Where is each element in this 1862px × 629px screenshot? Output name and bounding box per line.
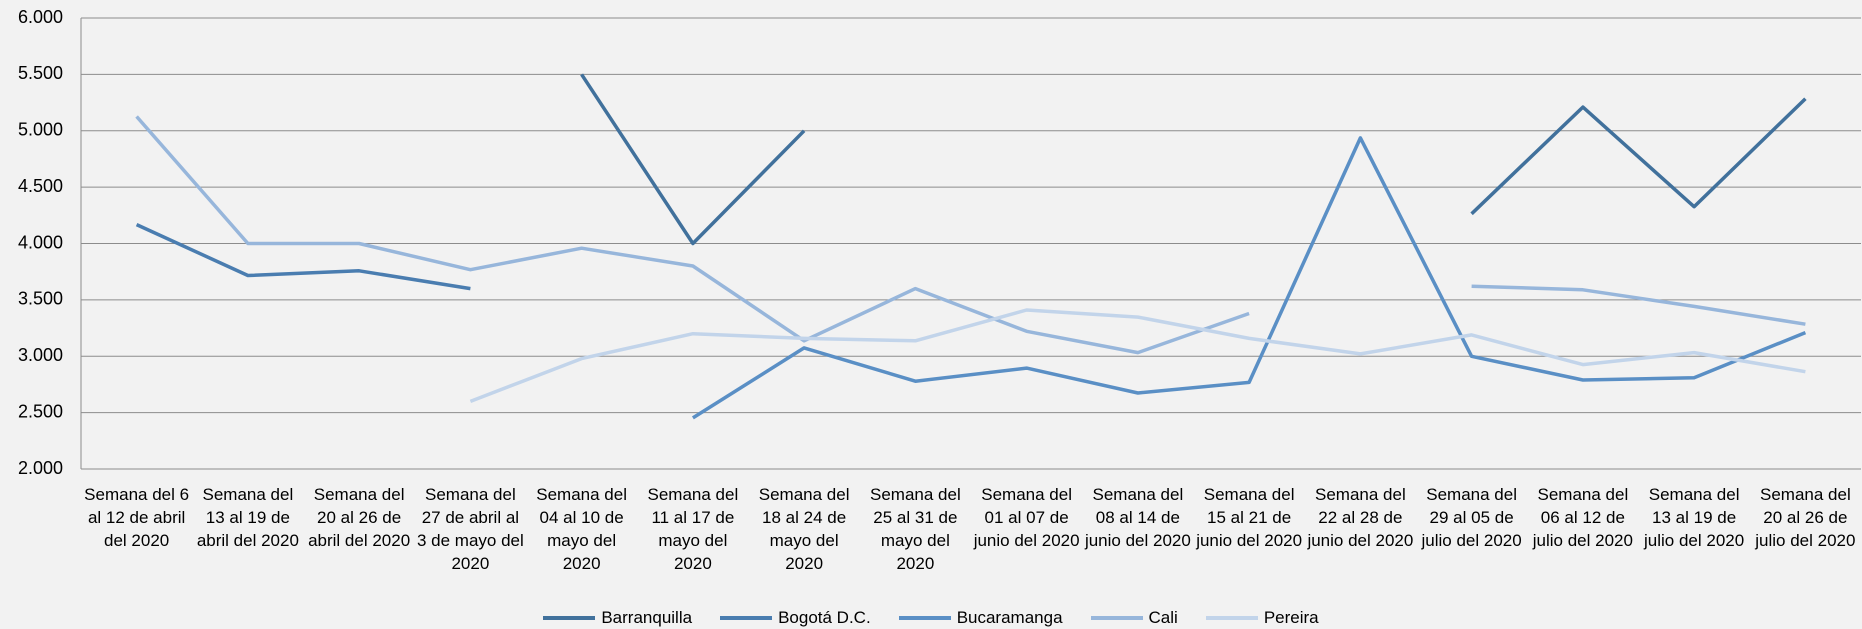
legend-swatch (898, 616, 951, 620)
y-tick-label: 3.000 (18, 345, 63, 365)
x-tick-label: Semana del 08 al 14 de junio del 2020 (1084, 485, 1191, 550)
series-line (135, 223, 471, 291)
x-tick-label: Semana del 25 al 31 de mayo del 2020 (870, 485, 961, 573)
y-tick-label: 2.500 (18, 401, 63, 421)
x-tick-label: Semana del 11 al 17 de mayo del 2020 (647, 485, 739, 573)
y-tick-label: 4.500 (18, 176, 63, 196)
legend-label: Bucaramanga (956, 608, 1063, 627)
x-tick-label: Semana del 04 al 10 de mayo del 2020 (536, 485, 627, 573)
x-tick-label: Semana del 15 al 21 de junio del 2020 (1196, 485, 1303, 550)
legend-item: Barranquilla (543, 608, 692, 628)
x-tick-label: Semana del 29 al 05 de julio del 2020 (1421, 485, 1522, 550)
legend-item: Bucaramanga (898, 608, 1063, 628)
legend-label: Cali (1148, 608, 1178, 627)
x-tick-label: Semana del 20 al 26 de abril del 2020 (308, 485, 411, 550)
legend-swatch (720, 616, 773, 620)
series-line (580, 73, 1807, 246)
legend-swatch (1205, 616, 1258, 620)
legend-label: Bogotá D.C. (778, 608, 871, 627)
y-tick-label: 6.000 (18, 7, 63, 27)
x-tick-label: Semana del 22 al 28 de junio del 2020 (1307, 485, 1414, 550)
y-tick-label: 3.500 (18, 289, 63, 309)
x-tick-label: Semana del 01 al 07 de junio del 2020 (973, 485, 1080, 550)
legend-swatch (543, 616, 596, 620)
legend-item: Bogotá D.C. (720, 608, 871, 628)
legend-label: Pereira (1263, 608, 1319, 627)
x-tick-label: Semana del 20 al 26 de julio del 2020 (1755, 485, 1856, 550)
y-tick-label: 2.000 (18, 458, 63, 478)
legend-item: Cali (1090, 608, 1178, 628)
x-tick-label: Semana del 13 al 19 de abril del 2020 (196, 485, 299, 550)
series-line (691, 136, 1807, 420)
series-line (135, 115, 1806, 355)
y-tick-label: 5.000 (18, 120, 63, 140)
x-tick-label: Semana del 13 al 19 de julio del 2020 (1644, 485, 1745, 550)
legend-label: Barranquilla (601, 608, 693, 627)
y-tick-label: 4.000 (18, 232, 63, 252)
series-line (469, 308, 1806, 404)
legend: Barranquilla Bogotá D.C. Bucaramanga Cali Pe… (0, 608, 1862, 628)
x-tick-label: Semana del 06 al 12 de julio del 2020 (1532, 485, 1633, 550)
legend-swatch (1090, 616, 1143, 620)
x-tick-label: Semana del 6 al 12 de abril del 2020 (84, 485, 190, 550)
legend-item: Pereira (1205, 608, 1319, 628)
y-tick-label: 5.500 (18, 63, 63, 83)
x-tick-label: Semana del 18 al 24 de mayo del 2020 (758, 485, 850, 573)
x-tick-label: Semana del 27 de abril al 3 de mayo del … (416, 485, 524, 573)
